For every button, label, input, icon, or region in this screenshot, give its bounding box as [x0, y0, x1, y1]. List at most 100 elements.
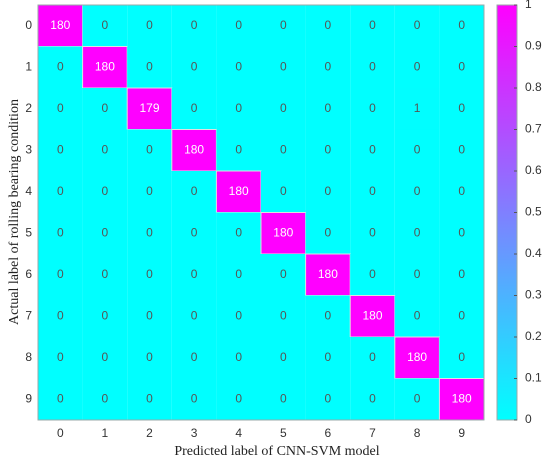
- cell-label: 0: [369, 184, 376, 198]
- cell: [38, 46, 83, 88]
- cell-label: 0: [57, 267, 64, 281]
- cell: [216, 46, 261, 88]
- cell-label: 0: [325, 184, 332, 198]
- cell-label: 0: [369, 101, 376, 115]
- cell: [171, 46, 217, 88]
- cell-label: 0: [458, 101, 465, 115]
- cell-label: 0: [369, 59, 376, 73]
- cell-label: 0: [57, 391, 64, 405]
- cell: [261, 171, 306, 213]
- cell: [439, 88, 484, 130]
- cell-label: 0: [102, 391, 109, 405]
- cell: [261, 254, 306, 296]
- cell: [171, 129, 217, 172]
- cell: [127, 337, 172, 379]
- cell: [261, 5, 306, 47]
- cell: [439, 212, 484, 254]
- x-tick-label: 9: [458, 426, 465, 440]
- cell-label: 0: [57, 142, 64, 156]
- cell: [261, 129, 306, 171]
- cell-label: 0: [458, 308, 465, 322]
- x-tick-label: 4: [235, 426, 242, 440]
- cell-label: 0: [146, 184, 153, 198]
- colorbar-tick-label: 0.3: [525, 288, 542, 302]
- cell-label: 0: [146, 142, 153, 156]
- cell-label: 0: [458, 350, 465, 364]
- colorbar-tick-label: 0.6: [525, 163, 542, 177]
- cell: [126, 87, 173, 130]
- cell: [216, 378, 261, 420]
- plot-frame: [37, 4, 485, 421]
- cell: [38, 171, 83, 213]
- cell: [305, 295, 351, 337]
- cell: [171, 337, 217, 379]
- cell-label: 0: [146, 391, 153, 405]
- cell-label: 0: [235, 142, 242, 156]
- cell: [350, 254, 395, 296]
- colorbar-tick-label: 0: [525, 412, 532, 426]
- cell-label: 0: [280, 142, 287, 156]
- cell: [171, 171, 217, 213]
- cell-label: 0: [325, 59, 332, 73]
- cell-label: 0: [414, 59, 421, 73]
- cell: [171, 295, 217, 337]
- cell: [216, 88, 261, 130]
- cell-label: 0: [414, 18, 421, 32]
- cell-label: 180: [407, 350, 427, 364]
- cell: [350, 212, 395, 254]
- y-tick-label: 0: [25, 18, 32, 32]
- colorbar-tick-label: 0.7: [525, 122, 542, 136]
- cell-label: 0: [146, 350, 153, 364]
- cell-label: 180: [318, 267, 338, 281]
- cell: [216, 254, 261, 296]
- cell: [439, 46, 484, 88]
- cell-label: 0: [458, 267, 465, 281]
- cell-label: 0: [414, 267, 421, 281]
- cell-label: 0: [458, 59, 465, 73]
- cell-label: 0: [280, 18, 287, 32]
- cell: [350, 378, 395, 420]
- cell-label: 0: [102, 101, 109, 115]
- cell-label: 0: [325, 18, 332, 32]
- cell: [261, 88, 306, 130]
- cell-label: 0: [235, 59, 242, 73]
- cell-label: 0: [102, 350, 109, 364]
- colorbar-tick-label: 0.4: [525, 246, 542, 260]
- cell-label: 0: [369, 350, 376, 364]
- cell: [38, 254, 83, 296]
- y-tick-label: 4: [25, 184, 32, 198]
- cell: [261, 337, 306, 379]
- cell: [305, 129, 351, 171]
- cell: [305, 5, 351, 47]
- cell-label: 0: [235, 350, 242, 364]
- x-tick-label: 3: [191, 426, 198, 440]
- cell: [350, 88, 395, 130]
- cell-label: 0: [235, 391, 242, 405]
- cell: [350, 5, 395, 47]
- cell-label: 180: [229, 184, 249, 198]
- cell-label: 0: [191, 101, 198, 115]
- cell-label: 0: [325, 308, 332, 322]
- cell: [38, 212, 83, 254]
- cell-label: 0: [280, 267, 287, 281]
- x-tick-label: 8: [414, 426, 421, 440]
- cell: [305, 253, 351, 296]
- cell: [127, 378, 172, 420]
- cell: [216, 129, 261, 171]
- cell: [261, 295, 306, 337]
- cell: [305, 212, 351, 254]
- cell-label: 0: [191, 225, 198, 239]
- cell-label: 0: [414, 391, 421, 405]
- cell: [350, 129, 395, 171]
- cell-label: 0: [102, 18, 109, 32]
- cell: [37, 4, 84, 47]
- cell-label: 0: [414, 184, 421, 198]
- cell: [82, 171, 128, 213]
- cell-label: 0: [57, 225, 64, 239]
- cell-label: 0: [191, 350, 198, 364]
- cell: [127, 5, 172, 47]
- cell-label: 0: [146, 18, 153, 32]
- cell: [305, 88, 351, 130]
- cell: [439, 171, 484, 213]
